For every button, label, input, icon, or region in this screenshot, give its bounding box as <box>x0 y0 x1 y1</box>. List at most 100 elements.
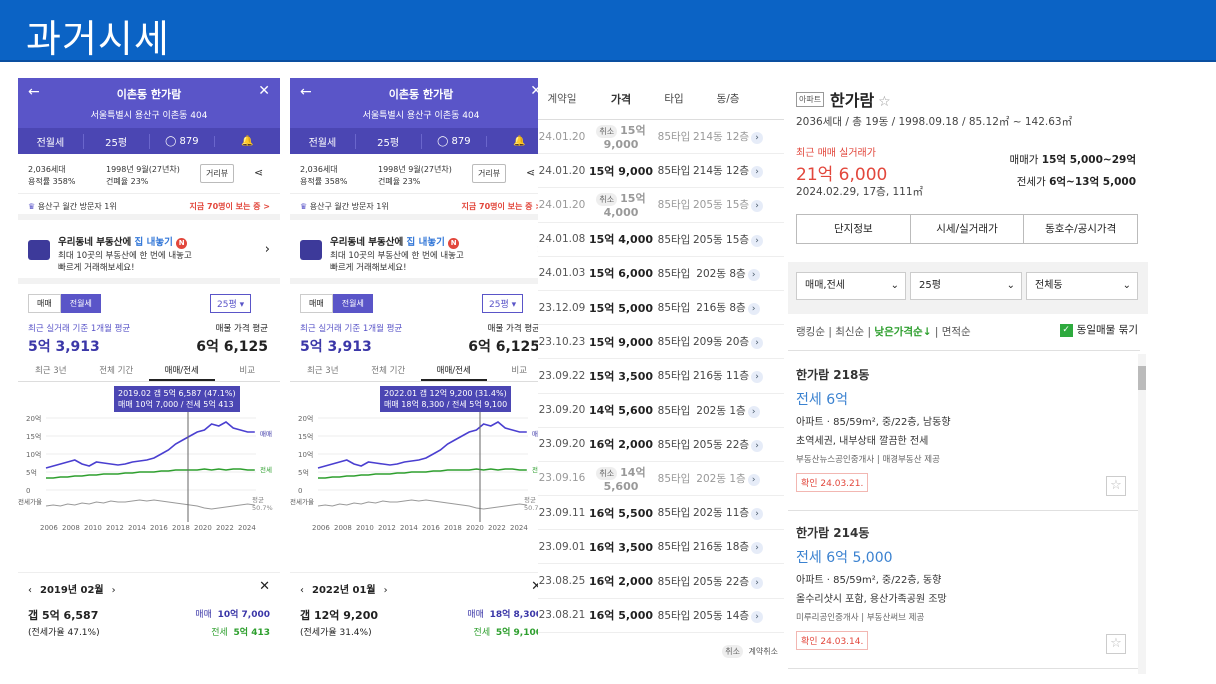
unit-price-button[interactable]: 동호수/공시가격 <box>1045 223 1117 235</box>
tab-recent-3y[interactable]: 최근 3년 <box>34 366 67 376</box>
complex-info-button[interactable]: 단지정보 <box>797 215 911 243</box>
street-view-button[interactable]: 거리뷰 <box>200 164 235 183</box>
tab-sale-rent[interactable]: 매매/전세 <box>421 360 487 381</box>
x-tick-label: 2010 <box>84 524 102 532</box>
share-icon[interactable]: ⋖ <box>526 166 536 179</box>
listing-card[interactable]: 한가람 218동 전세 6억 아파트 · 85/59m², 중/22층, 남동향… <box>796 366 1126 496</box>
chevron-right-icon[interactable]: › <box>751 542 764 555</box>
scrollbar-thumb[interactable] <box>1138 366 1146 390</box>
sort-area[interactable]: 면적순 <box>941 326 971 338</box>
next-month-icon[interactable]: › <box>111 585 116 596</box>
table-row[interactable]: 23.09.16 취소 14억 5,600 85타입 202동 1층 › <box>538 462 784 497</box>
group-same-listing[interactable]: ✓ 동일매물 묶기 <box>1059 322 1138 337</box>
trade-type-filter[interactable]: 전월세 <box>18 133 84 149</box>
chevron-right-icon[interactable]: › <box>751 132 764 145</box>
next-month-icon[interactable]: › <box>383 585 388 596</box>
chevron-right-icon[interactable]: › <box>751 439 764 452</box>
tab-sale-rent[interactable]: 매매/전세 <box>149 360 215 381</box>
table-row[interactable]: 23.09.01 16억 3,500 85타입 216동 18층 › <box>538 530 784 565</box>
favorite-star-icon[interactable]: ☆ <box>878 94 891 110</box>
back-arrow-icon[interactable]: ← <box>28 84 40 100</box>
back-arrow-icon[interactable]: ← <box>300 84 312 100</box>
cell-unit-value: 202동 1층 <box>696 472 746 485</box>
favorite-star-icon[interactable]: ☆ <box>1106 634 1126 654</box>
chevron-right-icon[interactable]: › <box>751 337 764 350</box>
table-row[interactable]: 23.09.20 16억 2,000 85타입 205동 22층 › <box>538 428 784 462</box>
close-icon[interactable]: ✕ <box>530 83 542 99</box>
prev-month-icon[interactable]: ‹ <box>300 585 304 596</box>
sale-label: 매매 <box>195 610 212 620</box>
price-history-chart[interactable]: 20억 15억 10억 5억 0 2006 2008 2010 2012 2014 2016 2018… <box>18 382 280 550</box>
price-history-chart[interactable]: 20억 15억 10억 5억 0 2006 2008 2010 2012 2014 2016 2018… <box>290 382 552 550</box>
price-trade-button[interactable]: 시세/실거래가 <box>911 215 1025 243</box>
chevron-right-icon[interactable]: › <box>751 508 764 521</box>
size-filter[interactable]: 25평 <box>84 133 150 149</box>
tab-sale[interactable]: 매매 <box>28 294 61 313</box>
chevron-right-icon[interactable]: › <box>751 576 764 589</box>
listing-card[interactable]: 한가람 214동 전세 6억 5,000 아파트 · 85/59m², 중/22… <box>796 524 1126 654</box>
cell-type: 85타입 <box>657 609 691 622</box>
bell-icon[interactable]: 🔔 <box>241 135 254 147</box>
tab-compare[interactable]: 비교 <box>239 366 256 376</box>
tab-all-period[interactable]: 전체 기간 <box>99 366 134 376</box>
chevron-right-icon[interactable]: › <box>747 303 760 316</box>
favorite-star-icon[interactable]: ☆ <box>1106 476 1126 496</box>
sort-ranking[interactable]: 랭킹순 <box>796 326 825 338</box>
now-viewing-link[interactable]: 지금 70명이 보는 중 > <box>189 202 271 211</box>
tab-compare[interactable]: 비교 <box>511 366 528 376</box>
sort-latest[interactable]: 최신순 <box>835 326 865 338</box>
close-icon[interactable]: ✕ <box>531 579 542 594</box>
sort-low-price[interactable]: 낮은가격순↓ <box>874 326 932 338</box>
trade-type-select[interactable]: 매매,전세 ⌄ <box>796 272 906 300</box>
table-row[interactable]: 23.10.23 15억 9,000 85타입 209동 20층 › <box>538 325 784 360</box>
table-row[interactable]: 23.09.11 16억 5,500 85타입 202동 11층 › <box>538 496 784 531</box>
tab-rent[interactable]: 전월세 <box>60 294 101 313</box>
chevron-right-icon[interactable]: › <box>751 371 764 384</box>
share-icon[interactable]: ⋖ <box>254 166 264 179</box>
trade-type-filter[interactable]: 전월세 <box>290 133 356 149</box>
street-view-button[interactable]: 거리뷰 <box>472 164 507 183</box>
checkbox-icon[interactable]: ✓ <box>1059 323 1073 337</box>
tab-recent-3y[interactable]: 최근 3년 <box>306 366 339 376</box>
table-row[interactable]: 23.09.22 15억 3,500 85타입 216동 11층 › <box>538 359 784 394</box>
cell-price: 15억 9,000 <box>586 334 656 350</box>
table-row[interactable]: 23.12.09 15억 5,000 85타입 216동 8층 › <box>538 291 784 326</box>
table-row[interactable]: 24.01.20 15억 9,000 85타입 214동 12층 › <box>538 154 784 189</box>
table-row[interactable]: 24.01.20 취소 15억 4,000 85타입 205동 15층 › <box>538 188 784 223</box>
chevron-right-icon[interactable]: › <box>747 405 760 418</box>
comment-count[interactable]: ◯ 879 <box>150 135 216 147</box>
listing-title: 한가람 214동 <box>796 526 870 540</box>
chevron-right-icon[interactable]: › <box>751 234 764 247</box>
now-viewing-link[interactable]: 지금 70명이 보는 중 > <box>461 202 543 211</box>
recent-avg-label: 최근 실거래 기준 1개월 평균 <box>28 324 131 334</box>
table-row[interactable]: 23.09.20 14억 5,600 85타입 202동 1층 › <box>538 394 784 428</box>
chevron-right-icon[interactable]: › <box>747 473 760 486</box>
tab-rent[interactable]: 전월세 <box>332 294 373 313</box>
size-select[interactable]: 25평 ▾ <box>210 294 252 313</box>
close-icon[interactable]: ✕ <box>259 579 270 594</box>
chevron-right-icon[interactable]: › <box>751 166 764 179</box>
close-icon[interactable]: ✕ <box>258 83 270 99</box>
size-select[interactable]: 25평 ▾ <box>482 294 524 313</box>
bell-icon[interactable]: 🔔 <box>513 135 526 147</box>
size-filter[interactable]: 25평 <box>356 133 422 149</box>
chevron-right-icon[interactable]: › <box>747 268 760 281</box>
scrollbar[interactable] <box>1138 354 1146 674</box>
comment-count[interactable]: ◯ 879 <box>422 135 488 147</box>
building-select[interactable]: 전체동 ⌄ <box>1026 272 1138 300</box>
table-row[interactable]: 23.08.25 16억 2,000 85타입 205동 22층 › <box>538 564 784 599</box>
table-row[interactable]: 24.01.08 15억 4,000 85타입 205동 15층 › <box>538 223 784 257</box>
sell-promo-banner[interactable]: 우리동네 부동산에 집 내놓기 N 최대 10곳의 부동산에 한 번에 내놓고 빠… <box>18 220 280 284</box>
table-row[interactable]: 24.01.20 취소 15억 9,000 85타입 214동 12층 › <box>538 120 784 155</box>
size-select[interactable]: 25평 ⌄ <box>910 272 1022 300</box>
table-row[interactable]: 24.01.03 15억 6,000 85타입 202동 8층 › <box>538 257 784 291</box>
tab-sale[interactable]: 매매 <box>300 294 333 313</box>
table-row[interactable]: 23.08.21 16억 5,000 85타입 205동 14층 › <box>538 599 784 633</box>
tab-all-period[interactable]: 전체 기간 <box>371 366 406 376</box>
sell-promo-banner[interactable]: 우리동네 부동산에 집 내놓기 N 최대 10곳의 부동산에 한 번에 내놓고 빠… <box>290 220 552 284</box>
chevron-right-icon[interactable]: › <box>751 610 764 623</box>
chevron-right-icon[interactable]: › <box>751 200 764 213</box>
prev-month-icon[interactable]: ‹ <box>28 585 32 596</box>
rent-price-line <box>46 468 255 479</box>
cell-date: 24.01.20 <box>538 130 586 143</box>
